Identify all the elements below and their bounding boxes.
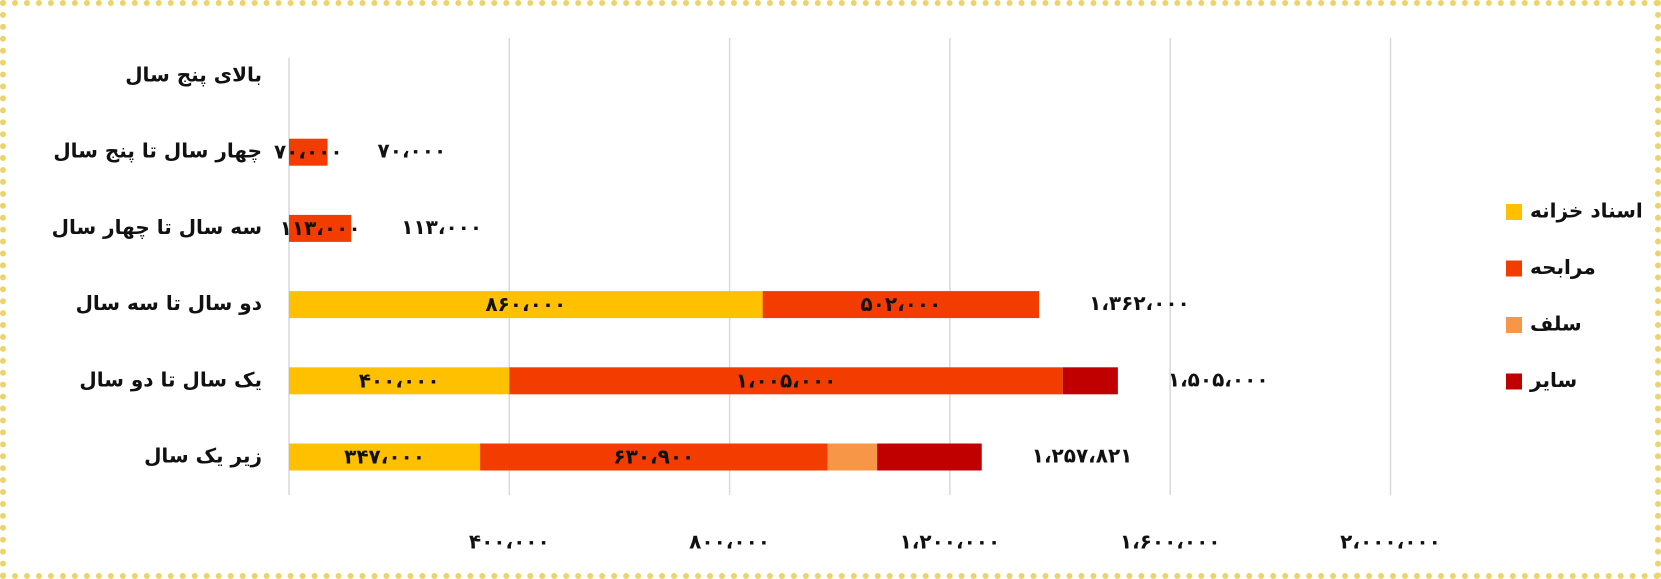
x-tick-label: ۴۰۰،۰۰۰ — [469, 530, 550, 554]
bar-segment — [1062, 367, 1118, 395]
total-label: ۷۰،۰۰۰ — [378, 139, 447, 163]
bar-segment — [289, 291, 763, 319]
category-label: بالای پنج سال — [125, 63, 262, 88]
legend-label: سایر — [1529, 368, 1577, 392]
data-label: ۱۱۳،۰۰۰ — [280, 216, 361, 240]
category-label: دو سال تا سه سال — [76, 291, 262, 315]
legend-label: اسناد خزانه — [1530, 199, 1643, 223]
category-label: زیر یک سال — [144, 444, 262, 468]
bar-segment — [289, 214, 352, 242]
data-label: ۸۶۰،۰۰۰ — [485, 292, 566, 316]
bar-segment — [827, 443, 878, 471]
bar-segment — [877, 443, 982, 471]
data-label: ۳۴۷،۰۰۰ — [344, 445, 425, 469]
legend-swatch — [1506, 373, 1522, 390]
category-label: یک سال تا دو سال — [79, 367, 262, 391]
data-label: ۷۰،۰۰۰ — [274, 140, 343, 164]
total-label: ۱،۵۰۵،۰۰۰ — [1168, 367, 1269, 391]
x-tick-label: ۱،۶۰۰،۰۰۰ — [1120, 530, 1221, 554]
bar-segment — [289, 443, 481, 471]
data-label: ۱،۰۰۵،۰۰۰ — [736, 368, 837, 392]
bar-segment — [289, 138, 328, 166]
data-label: ۴۰۰،۰۰۰ — [359, 368, 440, 392]
x-tick-label: ۲،۰۰۰،۰۰۰ — [1340, 530, 1441, 554]
legend-swatch — [1506, 260, 1522, 277]
bar-segment — [480, 443, 828, 471]
category-label: چهار سال تا پنج سال — [53, 139, 262, 164]
total-label: ۱،۳۶۲،۰۰۰ — [1089, 291, 1190, 315]
legend-label: سلف — [1530, 312, 1582, 336]
total-label: ۱،۲۵۷،۸۲۱ — [1032, 444, 1133, 468]
legend-swatch — [1506, 317, 1522, 333]
data-label: ۵۰۲،۰۰۰ — [860, 292, 941, 316]
data-label: ۶۳۰،۹۰۰ — [613, 445, 694, 469]
x-tick-label: ۸۰۰،۰۰۰ — [689, 530, 770, 554]
legend-swatch — [1506, 204, 1522, 220]
total-label: ۱۱۳،۰۰۰ — [401, 215, 482, 239]
bar-segment — [289, 367, 510, 395]
bar-segment — [509, 367, 1063, 395]
x-tick-label: ۱،۲۰۰،۰۰۰ — [900, 530, 1001, 554]
legend-label: مرابحه — [1530, 255, 1596, 279]
bar-segment — [762, 291, 1040, 319]
category-label: سه سال تا چهار سال — [52, 215, 262, 240]
